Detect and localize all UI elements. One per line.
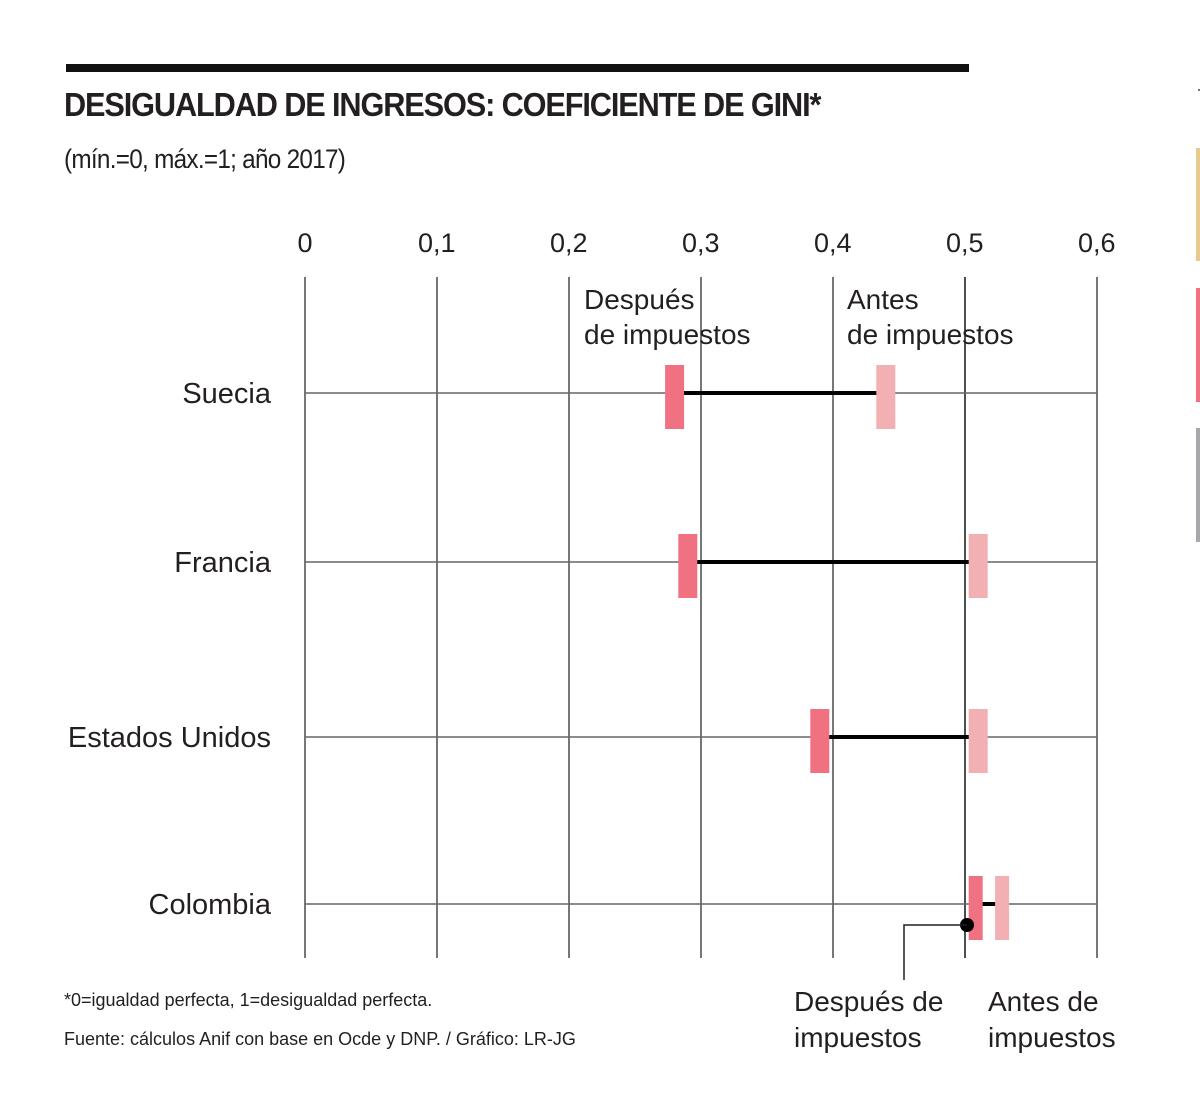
x-tick-label: 0,1: [418, 228, 456, 258]
country-label: Estados Unidos: [68, 722, 271, 754]
bottom-legend: Después de impuestos Antes de impuestos: [794, 918, 1116, 1053]
country-labels: Suecia Francia Estados Unidos Colombia: [68, 378, 272, 921]
before-tax-mark: [968, 534, 988, 598]
top-rule: [66, 64, 969, 72]
x-tick-label: 0,3: [682, 228, 720, 258]
top-legend: Después de impuestos Antes de impuestos: [584, 284, 1014, 350]
x-tick-label: 0,6: [1078, 228, 1116, 258]
grid: [304, 277, 1098, 958]
dumbbell-marks: [665, 365, 1010, 940]
after-tax-mark: [665, 365, 685, 429]
after-tax-mark: [810, 709, 830, 773]
source-note: Fuente: cálculos Anif con base en Ocde y…: [64, 1029, 576, 1049]
x-tick-label: 0,5: [946, 228, 984, 258]
x-axis-ticks: 0 0,1 0,2 0,3 0,4 0,5 0,6: [297, 228, 1115, 258]
x-tick-label: 0: [297, 228, 312, 258]
legend-after-line1: Después: [584, 284, 695, 315]
legend-after-line2: de impuestos: [584, 319, 751, 350]
country-label: Suecia: [182, 378, 272, 410]
side-strip-pink: [1196, 288, 1200, 402]
chart-title: DESIGUALDAD DE INGRESOS: COEFICIENTE DE …: [64, 86, 821, 123]
before-tax-mark: [995, 876, 1010, 940]
after-tax-mark: [678, 534, 698, 598]
legend-before-line2: de impuestos: [847, 319, 1014, 350]
x-tick-label: 0,2: [550, 228, 588, 258]
before-tax-mark: [876, 365, 896, 429]
bottom-legend-before-line1: Antes de: [988, 986, 1099, 1017]
bottom-legend-after-line2: impuestos: [794, 1022, 922, 1053]
x-tick-label: 0,4: [814, 228, 852, 258]
side-mark: [1198, 89, 1200, 91]
chart-subtitle: (mín.=0, máx.=1; año 2017): [64, 144, 346, 174]
before-tax-mark: [968, 709, 988, 773]
bottom-legend-after-line1: Después de: [794, 986, 943, 1017]
legend-before-line1: Antes: [847, 284, 919, 315]
country-label: Colombia: [149, 889, 272, 921]
side-strip-beige: [1196, 148, 1200, 261]
bottom-legend-before-line2: impuestos: [988, 1022, 1116, 1053]
country-label: Francia: [174, 547, 272, 579]
footnote: *0=igualdad perfecta, 1=desigualdad perf…: [64, 990, 433, 1010]
leader-line: [903, 924, 967, 980]
side-strip-gray: [1196, 428, 1200, 542]
